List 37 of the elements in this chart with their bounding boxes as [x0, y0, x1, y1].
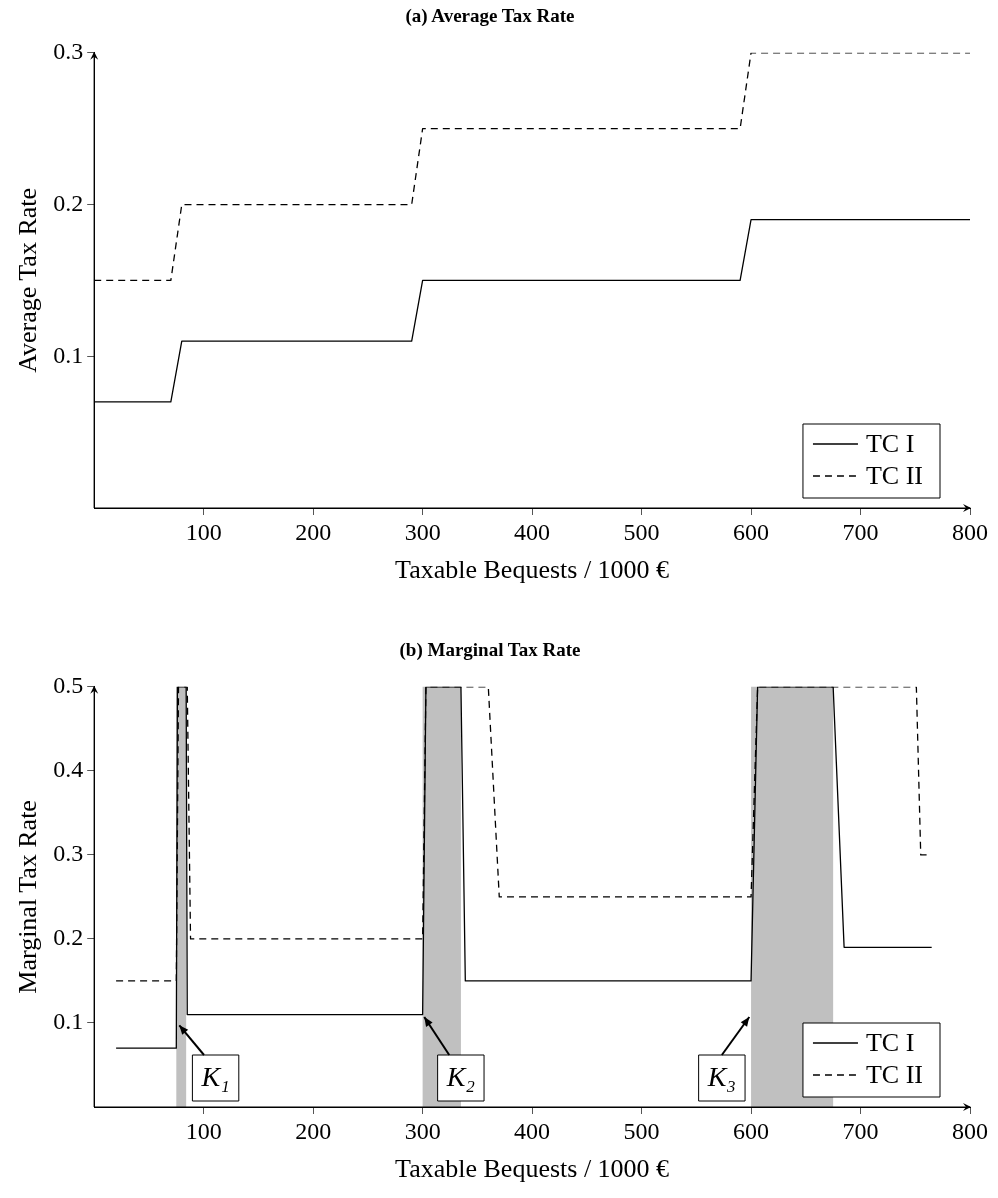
x-tick-label: 800 [952, 1117, 988, 1144]
y-tick-label: 0.3 [53, 840, 84, 867]
annotation: K₁ [200, 1061, 230, 1093]
legend-label: TC II [865, 1059, 924, 1089]
x-tick-label: 300 [404, 518, 441, 545]
chart-title: (b) Marginal Tax Rate [399, 639, 581, 662]
x-tick-label: 600 [733, 1117, 770, 1144]
x-tick-label: 500 [623, 1117, 660, 1144]
x-tick-label: 400 [514, 518, 551, 545]
y-tick-label: 0.5 [53, 672, 84, 699]
x-tick-label: 100 [185, 518, 222, 545]
chart-title: (a) Average Tax Rate [405, 5, 575, 28]
y-tick-label: 0.4 [53, 756, 84, 783]
x-tick-label: 200 [295, 518, 332, 545]
x-tick-label: 200 [295, 1117, 332, 1144]
x-tick-label: 300 [404, 1117, 441, 1144]
y-tick-label: 0.1 [53, 341, 84, 368]
y-tick-label: 0.1 [53, 1008, 84, 1035]
y-tick-label: 0.2 [53, 924, 84, 951]
x-tick-label: 600 [733, 518, 770, 545]
x-tick-label: 100 [185, 1117, 222, 1144]
legend-label: TC I [865, 1027, 915, 1057]
x-axis-title: Taxable Bequests / 1000 € [395, 1154, 670, 1184]
y-axis-title: Marginal Tax Rate [13, 800, 43, 994]
annotation: K₂ [445, 1061, 476, 1093]
y-tick-label: 0.2 [53, 189, 84, 216]
y-axis-title: Average Tax Rate [13, 187, 43, 373]
x-axis-title: Taxable Bequests / 1000 € [395, 555, 670, 585]
annotation: K₃ [706, 1061, 737, 1093]
x-tick-label: 400 [514, 1117, 551, 1144]
y-tick-label: 0.3 [53, 38, 84, 65]
legend-label: TC II [865, 460, 924, 490]
x-tick-label: 700 [842, 1117, 879, 1144]
x-tick-label: 500 [623, 518, 660, 545]
legend-label: TC I [865, 428, 915, 458]
x-tick-label: 800 [952, 518, 988, 545]
x-tick-label: 700 [842, 518, 879, 545]
